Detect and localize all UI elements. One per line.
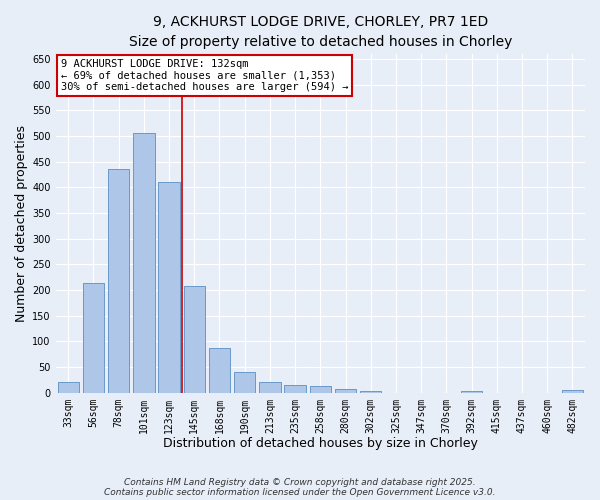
Bar (158, 182, 180, 392)
Bar (360, 391, 382, 392)
Bar (284, 384, 306, 392)
X-axis label: Distribution of detached houses by size in Chorley: Distribution of detached houses by size … (163, 437, 478, 450)
Y-axis label: Number of detached properties: Number of detached properties (15, 125, 28, 322)
Bar (461, 390, 482, 392)
Bar (184, 286, 205, 393)
Bar (234, 372, 256, 392)
Text: 9 ACKHURST LODGE DRIVE: 132sqm
← 69% of detached houses are smaller (1,353)
30% : 9 ACKHURST LODGE DRIVE: 132sqm ← 69% of … (61, 59, 349, 92)
Bar (209, 348, 230, 393)
Bar (108, 170, 130, 392)
Bar (259, 382, 281, 392)
Bar (310, 386, 331, 392)
Bar (83, 284, 104, 393)
Text: Contains HM Land Registry data © Crown copyright and database right 2025.
Contai: Contains HM Land Registry data © Crown c… (104, 478, 496, 497)
Bar (335, 389, 356, 392)
Title: 9, ACKHURST LODGE DRIVE, CHORLEY, PR7 1ED
Size of property relative to detached : 9, ACKHURST LODGE DRIVE, CHORLEY, PR7 1E… (128, 15, 512, 48)
Bar (133, 134, 155, 392)
Bar (562, 390, 583, 392)
Bar (58, 382, 79, 392)
